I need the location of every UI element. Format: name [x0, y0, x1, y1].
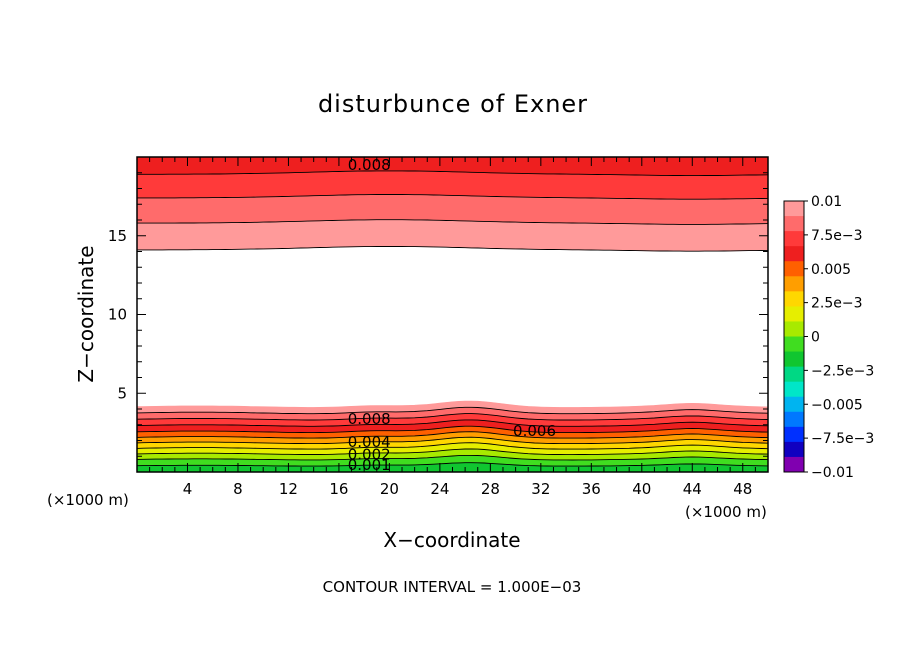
contour-line [136, 448, 769, 456]
contour-label: 0.004 [348, 433, 391, 451]
contour-line [137, 194, 769, 200]
colorbar-tick-label: −0.005 [811, 397, 863, 413]
colorbar-swatch [784, 276, 804, 292]
colorbar-swatch [784, 396, 804, 413]
colorbar-swatch [784, 381, 804, 398]
contour-line [136, 454, 769, 461]
y-axis-unit: (×1000 m) [47, 491, 129, 509]
colorbar-tick-label: 0.005 [811, 262, 851, 278]
x-tick-label: 20 [380, 480, 399, 498]
x-tick-label: 32 [531, 480, 550, 498]
contour-line [137, 170, 769, 177]
x-tick-label: 36 [582, 480, 601, 498]
contour-line [136, 431, 769, 439]
colorbar-swatch [784, 426, 804, 443]
contour-label: 0.008 [348, 410, 391, 428]
contour-lines [136, 170, 769, 467]
contour-label: 0.008 [348, 156, 391, 174]
colorbar-swatch [784, 216, 804, 232]
colorbar-swatch [784, 261, 804, 277]
contour-line [137, 219, 769, 225]
x-tick-label: 8 [233, 480, 243, 498]
colorbar-swatch [784, 306, 804, 322]
colorbar-tick-label: 7.5e−3 [811, 228, 863, 244]
chart-title: disturbunce of Exner [318, 90, 588, 118]
colorbar-swatch [784, 411, 804, 428]
colorbar-swatch [784, 231, 804, 247]
x-axis-label: X−coordinate [383, 528, 520, 552]
colorbar-tick-label: −2.5e−3 [811, 363, 874, 379]
contour-label: 0.002 [348, 446, 391, 464]
colorbar-tick-label: 0 [811, 330, 820, 346]
contour-line [136, 462, 769, 467]
colorbar-swatch [784, 456, 804, 473]
contour-line [136, 406, 769, 415]
colorbar-swatch [784, 336, 804, 353]
colorbar-swatch [784, 441, 804, 458]
y-axis-ticks: 5 10 15 [108, 172, 768, 457]
colorbar: 0.01 7.5e−3 0.005 2.5e−3 0 −2.5e−3 −0.005 −7.5e… [783, 194, 874, 481]
contour-line [136, 419, 769, 427]
contour-line [136, 436, 769, 445]
y-tick-label: 10 [108, 306, 127, 324]
colorbar-tick-label: −7.5e−3 [811, 431, 874, 447]
y-tick-label: 5 [117, 384, 127, 402]
y-axis-label: Z−coordinate [74, 245, 98, 382]
contour-line [136, 413, 769, 421]
x-axis-unit: (×1000 m) [685, 503, 767, 521]
colorbar-tick-label: 2.5e−3 [811, 296, 863, 312]
x-tick-label: 16 [329, 480, 348, 498]
contour-label: 0.006 [513, 422, 556, 440]
colorbar-swatch [784, 291, 804, 307]
contour-line [136, 425, 769, 434]
contour-interval-footer: CONTOUR INTERVAL = 1.000E−03 [323, 578, 582, 596]
x-tick-label: 48 [733, 480, 752, 498]
x-tick-label: 4 [183, 480, 193, 498]
x-tick-label: 28 [481, 480, 500, 498]
contour-line [137, 246, 769, 252]
y-tick-label: 15 [108, 227, 127, 245]
colorbar-swatch [784, 351, 804, 368]
x-tick-label: 24 [430, 480, 449, 498]
colorbar-swatch [784, 366, 804, 383]
colorbar-swatch [784, 321, 804, 337]
x-tick-label: 40 [632, 480, 651, 498]
x-axis-ticks: 4 8 12 16 20 24 28 32 36 40 44 48 [149, 157, 756, 498]
x-tick-label: 12 [279, 480, 298, 498]
colorbar-swatch [784, 201, 804, 217]
contour-line [136, 442, 769, 450]
contour-label: 0.001 [348, 456, 391, 474]
colorbar-tick-label: −0.01 [811, 465, 854, 481]
x-tick-label: 44 [683, 480, 702, 498]
colorbar-swatch [784, 246, 804, 262]
colorbar-tick-label: 0.01 [811, 194, 842, 210]
